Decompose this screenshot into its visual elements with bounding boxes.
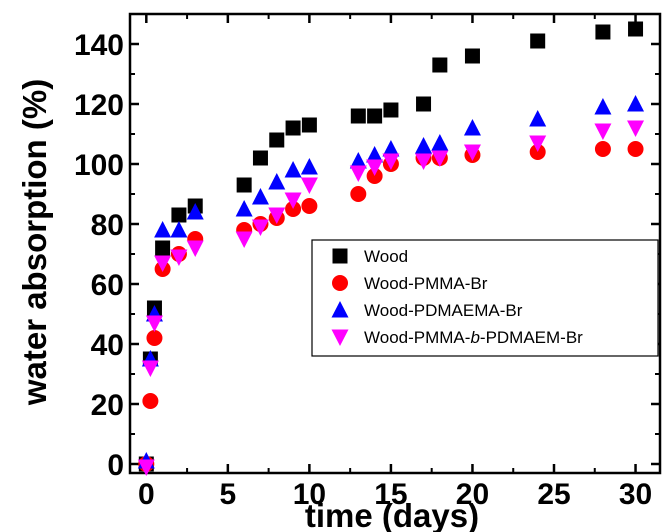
y-tick-label: 140 (74, 29, 124, 62)
x-axis-ticks: 0 5 10 15 20 25 30 (138, 14, 652, 511)
data-point-wood-pdmaema-br (154, 221, 172, 238)
data-point-wood-pmma-b-pdmaem-br (170, 249, 188, 266)
series-wood (138, 21, 644, 472)
y-tick-label: 60 (91, 269, 124, 302)
data-point-wood-pdmaema-br (235, 200, 253, 217)
legend-label: Wood-PMMA-Br (364, 274, 488, 293)
data-point-wood-pmma-b-pdmaem-br (349, 165, 367, 182)
data-point-wood-pdmaema-br (415, 137, 433, 154)
data-point-wood-pdmaema-br (170, 221, 188, 238)
y-axis-ticks: 0 20 40 60 80 100 120 140 (74, 29, 660, 482)
data-point-wood-pdmaema-br (268, 173, 286, 190)
data-point-wood-pmma-b-pdmaem-br (529, 135, 547, 152)
x-tick-label: 15 (374, 478, 407, 511)
series-wood-pmma-b-pdmaem-br (137, 120, 645, 476)
data-point-wood-pdmaema-br (382, 140, 400, 157)
data-point-wood-pmma-br (627, 141, 644, 157)
data-point-wood (155, 240, 171, 256)
y-axis-label: water absorption (%) (16, 79, 53, 406)
data-point-wood-pdmaema-br (627, 95, 645, 112)
data-point-wood-pdmaema-br (431, 134, 449, 151)
data-point-wood (171, 207, 187, 223)
legend-marker-wood-pmma-br (332, 275, 348, 291)
data-point-wood-pmma-b-pdmaem-br (431, 150, 449, 167)
legend-item-wood-pdmaema-br: Wood-PDMAEMA-Br (331, 301, 523, 320)
data-point-wood-pdmaema-br (284, 161, 302, 178)
data-point-wood-pmma-b-pdmaem-br (145, 315, 163, 332)
data-point-wood (252, 150, 268, 166)
data-point-wood (350, 108, 366, 124)
x-axis-label: time (days) (305, 497, 479, 532)
data-point-wood (432, 57, 448, 73)
x-tick-label: 0 (138, 478, 155, 511)
legend-marker-wood-pdmaema-br (331, 301, 349, 318)
data-point-wood-pmma-br (142, 393, 159, 409)
y-tick-label: 100 (74, 149, 124, 182)
legend-item-wood-pmma-br: Wood-PMMA-Br (332, 274, 488, 293)
data-point-wood-pmma-b-pdmaem-br (137, 459, 155, 476)
data-point-wood-pdmaema-br (366, 146, 384, 163)
legend-label: Wood (364, 247, 408, 266)
data-point-wood-pmma-br (146, 330, 163, 346)
data-point-wood (383, 102, 399, 118)
x-tick-label: 5 (220, 478, 237, 511)
data-point-wood-pmma-b-pdmaem-br (415, 153, 433, 170)
data-point-wood (301, 117, 317, 133)
legend-marker-wood-pmma-b-pdmaem-br (331, 329, 349, 346)
data-point-wood (269, 132, 285, 148)
legend-item-wood-pmma-b-pdmaem-br: Wood-PMMA-b-PDMAEM-Br (331, 328, 583, 347)
data-point-wood (464, 48, 480, 64)
data-point-wood-pdmaema-br (594, 98, 612, 115)
data-markers (137, 21, 645, 476)
data-point-wood-pmma-b-pdmaem-br (284, 192, 302, 209)
data-point-wood (595, 24, 611, 40)
data-point-wood-pmma-b-pdmaem-br (186, 240, 204, 257)
data-point-wood-pmma-br (350, 186, 367, 202)
data-point-wood-pdmaema-br (300, 158, 318, 175)
series-wood-pdmaema-br (137, 95, 645, 469)
y-tick-label: 40 (91, 329, 124, 362)
plot-frame (128, 12, 662, 475)
data-point-wood-pmma-b-pdmaem-br (463, 144, 481, 161)
legend-label: Wood-PMMA-b-PDMAEM-Br (364, 328, 583, 347)
y-tick-label: 0 (107, 449, 124, 482)
data-point-wood (530, 33, 546, 49)
data-point-wood-pmma-b-pdmaem-br (594, 123, 612, 140)
y-tick-label: 80 (91, 209, 124, 242)
data-point-wood-pmma-b-pdmaem-br (268, 207, 286, 224)
y-tick-label: 20 (91, 389, 124, 422)
data-point-wood-pmma-b-pdmaem-br (251, 219, 269, 236)
legend-item-wood: Wood (332, 247, 408, 266)
data-point-wood-pmma-b-pdmaem-br (154, 255, 172, 272)
data-point-wood-pmma-b-pdmaem-br (141, 360, 159, 377)
data-point-wood-pmma-b-pdmaem-br (300, 177, 318, 194)
data-point-wood-pdmaema-br (529, 110, 547, 127)
plot-area-border (128, 12, 662, 475)
legend-marker-wood (332, 248, 348, 264)
data-point-wood-pmma-br (594, 141, 611, 157)
data-point-wood-pmma-b-pdmaem-br (366, 159, 384, 176)
data-point-wood-pdmaema-br (349, 152, 367, 169)
data-point-wood-pmma-b-pdmaem-br (235, 231, 253, 248)
data-point-wood-pdmaema-br (186, 203, 204, 220)
data-point-wood (236, 177, 252, 193)
data-point-wood-pmma-br (301, 198, 318, 214)
legend-label: Wood-PDMAEMA-Br (364, 301, 523, 320)
data-point-wood (416, 96, 432, 112)
x-tick-label: 10 (293, 478, 326, 511)
legend: Wood Wood-PMMA-Br Wood-PDMAEMA-Br Wood-PMMA… (311, 239, 659, 357)
x-tick-label: 30 (619, 478, 652, 511)
data-point-wood (628, 21, 644, 37)
data-point-wood (285, 120, 301, 136)
x-tick-label: 25 (537, 478, 570, 511)
data-point-wood (367, 108, 383, 124)
y-tick-label: 120 (74, 89, 124, 122)
data-point-wood-pmma-b-pdmaem-br (382, 153, 400, 170)
data-point-wood-pdmaema-br (251, 188, 269, 205)
data-point-wood-pdmaema-br (463, 119, 481, 136)
x-tick-label: 20 (456, 478, 489, 511)
data-point-wood-pmma-b-pdmaem-br (627, 120, 645, 137)
legend-box (311, 239, 659, 357)
